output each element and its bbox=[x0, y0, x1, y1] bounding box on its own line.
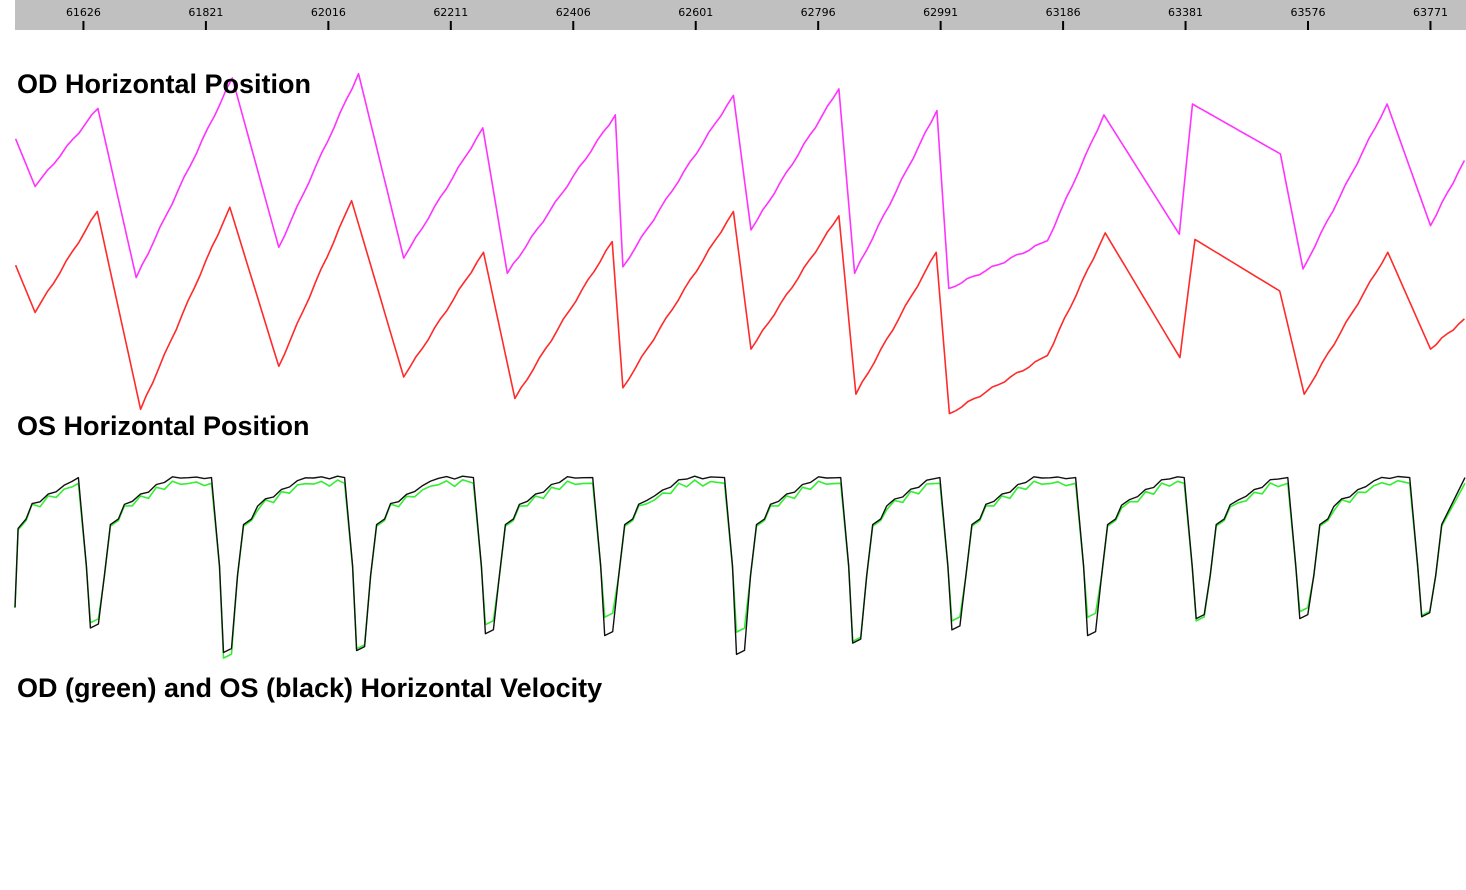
od-position-label: OD Horizontal Position bbox=[17, 69, 311, 99]
ruler-tick-label: 61821 bbox=[188, 6, 223, 19]
velocity-label: OD (green) and OS (black) Horizontal Vel… bbox=[17, 673, 603, 703]
ruler-tick-label: 63576 bbox=[1291, 6, 1326, 19]
ruler-tick-label: 62406 bbox=[556, 6, 591, 19]
ruler-tick-label: 62211 bbox=[433, 6, 468, 19]
ruler-tick-label: 63771 bbox=[1413, 6, 1448, 19]
ruler-tick-label: 62991 bbox=[923, 6, 958, 19]
timeline-ruler bbox=[15, 0, 1466, 30]
ruler-tick-label: 62601 bbox=[678, 6, 713, 19]
ruler-tick-label: 61626 bbox=[66, 6, 101, 19]
ruler-tick-label: 63381 bbox=[1168, 6, 1203, 19]
od-position-line bbox=[14, 72, 1466, 290]
ruler-tick-label: 63186 bbox=[1046, 6, 1081, 19]
os-position-label: OS Horizontal Position bbox=[17, 411, 310, 441]
ruler-tick-label: 62016 bbox=[311, 6, 346, 19]
os-velocity-line bbox=[14, 475, 1466, 656]
os-position-line bbox=[14, 199, 1465, 415]
ruler-tick-label: 62796 bbox=[801, 6, 836, 19]
